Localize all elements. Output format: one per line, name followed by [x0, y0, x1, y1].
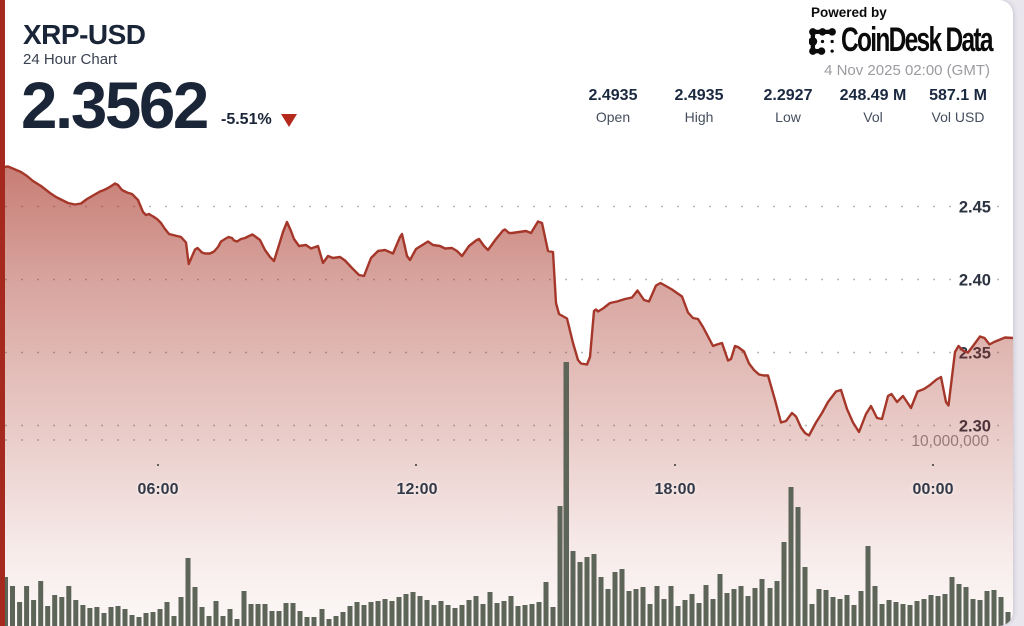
svg-text:2.45: 2.45	[959, 199, 991, 217]
svg-text:2.40: 2.40	[959, 272, 991, 290]
